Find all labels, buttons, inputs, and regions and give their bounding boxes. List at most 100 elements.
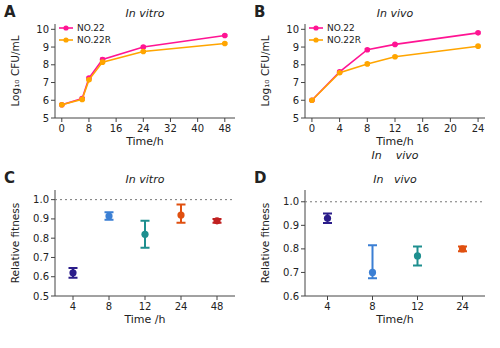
y-axis: [305, 190, 306, 296]
x-tick: [372, 296, 373, 300]
x-tick-label: 48: [211, 301, 224, 312]
point: [475, 30, 481, 36]
title: In vivo: [377, 7, 414, 20]
x-tick-label: 16: [110, 123, 123, 134]
x-tick: [197, 118, 198, 122]
title: In vitro: [126, 173, 165, 186]
x-tick: [88, 118, 89, 122]
reference-line: [55, 199, 235, 200]
point: [213, 217, 220, 224]
point: [105, 212, 112, 219]
x-tick: [217, 296, 218, 300]
x-tick: [417, 296, 418, 300]
x-tick-label: 32: [164, 123, 177, 134]
x-tick-label: 48: [218, 123, 231, 134]
panel: CIn vitro0.50.60.70.80.91.048122448Time …: [4, 169, 235, 326]
y-tick: [51, 47, 55, 48]
y-tick-label: 10: [36, 24, 49, 35]
point: [222, 41, 228, 47]
y-tick-label: 1.0: [33, 194, 49, 205]
y-tick: [51, 276, 55, 277]
point: [392, 42, 398, 48]
x-tick-label: 12: [411, 301, 424, 312]
y-tick-label: 7: [43, 77, 49, 88]
y-tick-label: 5: [293, 113, 299, 124]
y-tick: [51, 29, 55, 30]
y-tick: [301, 100, 305, 101]
x-tick-label: 40: [191, 123, 204, 134]
x-tick: [422, 118, 423, 122]
y-axis: [305, 24, 306, 118]
point: [337, 69, 343, 75]
point: [79, 97, 85, 103]
y-tick-label: 0.6: [283, 291, 299, 302]
y-tick: [301, 225, 305, 226]
legend-label: NO.22R: [77, 35, 111, 45]
x-tick: [327, 296, 328, 300]
y-tick-label: 10: [286, 24, 299, 35]
x-tick-label: 4: [336, 123, 342, 134]
x-axis-label: Time/h: [125, 135, 164, 148]
x-axis-label: Time /h: [123, 313, 165, 326]
x-tick: [311, 118, 312, 122]
legend-label: NO.22R: [327, 35, 361, 45]
plot-area: [305, 202, 485, 279]
point: [222, 33, 228, 39]
y-tick-label: 9: [43, 42, 49, 53]
x-tick-label: 4: [324, 301, 330, 312]
series-line: [312, 46, 478, 100]
x-tick-label: 12: [389, 123, 402, 134]
x-tick-label: 4: [70, 301, 76, 312]
y-tick: [301, 296, 305, 297]
panel-label: D: [254, 169, 266, 187]
error-bar: [368, 245, 377, 278]
y-tick: [51, 118, 55, 119]
y-tick: [51, 64, 55, 65]
point: [369, 269, 376, 276]
x-tick: [395, 118, 396, 122]
error-bar: [177, 204, 186, 222]
y-tick-label: 6: [293, 95, 299, 106]
x-tick: [170, 118, 171, 122]
legend-marker: [313, 25, 318, 30]
y-tick-label: 1.0: [283, 196, 299, 207]
x-tick-label: 8: [86, 123, 92, 134]
point: [100, 59, 106, 65]
background: [0, 0, 500, 348]
point: [141, 49, 147, 55]
panel: AIn vitro5678910081624324048Time/hLog₁₀ …: [4, 3, 235, 148]
y-tick: [301, 47, 305, 48]
y-tick-label: 0.6: [33, 271, 49, 282]
annotation: In vivo: [371, 149, 418, 162]
point: [459, 245, 466, 252]
x-tick: [143, 118, 144, 122]
point: [59, 102, 65, 108]
x-tick-label: 8: [364, 123, 370, 134]
y-axis: [55, 24, 56, 118]
x-axis: [55, 118, 235, 119]
x-axis-label: Time/h: [375, 313, 414, 326]
y-tick-label: 0.9: [33, 213, 49, 224]
legend-label: NO.22: [327, 23, 355, 33]
y-tick: [51, 296, 55, 297]
point: [141, 231, 148, 238]
x-tick: [116, 118, 117, 122]
y-tick-label: 6: [43, 95, 49, 106]
legend-label: NO.22: [77, 23, 105, 33]
reference-line: [305, 201, 485, 202]
x-tick: [450, 118, 451, 122]
x-tick-label: 0: [309, 123, 315, 134]
plot-area: [59, 33, 228, 108]
x-axis-label: Time/h: [375, 135, 414, 148]
panel: BIn vivo567891004812162024Time/hLog₁₀ CF…: [254, 3, 485, 162]
y-axis-label: Log₁₀ CFU/mL: [259, 35, 271, 106]
y-tick: [301, 272, 305, 273]
series-line: [62, 36, 225, 105]
error-bar: [105, 212, 114, 220]
y-axis-label: Relative fitness: [259, 203, 271, 283]
x-tick: [367, 118, 368, 122]
x-tick-label: 0: [59, 123, 65, 134]
y-tick-label: 0.8: [283, 243, 299, 254]
point: [365, 61, 371, 67]
y-tick: [301, 64, 305, 65]
